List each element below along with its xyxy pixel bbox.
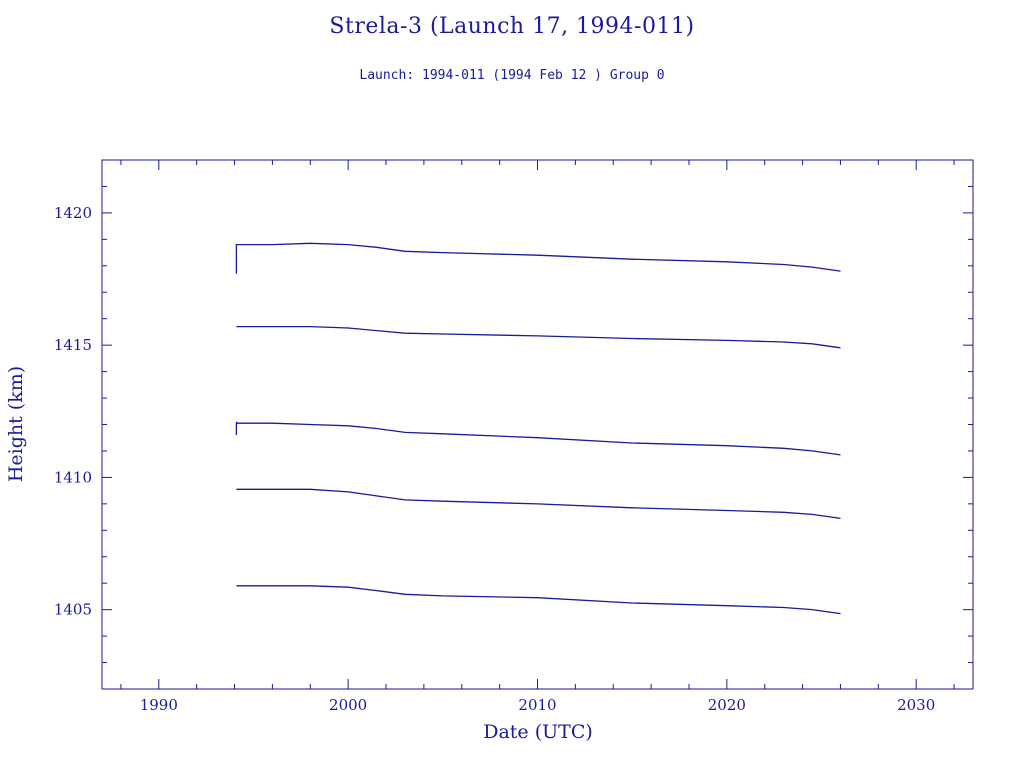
series-line-2 — [236, 325, 841, 349]
x-tick-label: 1990 — [140, 696, 178, 714]
y-tick-label: 1420 — [54, 204, 92, 222]
x-tick-label: 2000 — [329, 696, 367, 714]
chart-subtitle: Launch: 1994-011 (1994 Feb 12 ) Group 0 — [359, 68, 665, 83]
x-tick-label: 2020 — [708, 696, 746, 714]
plot-frame — [101, 159, 974, 690]
y-tick-label: 1410 — [54, 468, 92, 486]
series-line-1 — [235, 242, 841, 274]
series-line-3 — [235, 421, 841, 456]
y-axis-label: Height (km) — [5, 366, 27, 482]
axis-ticks — [102, 159, 973, 690]
x-tick-label: 2010 — [518, 696, 556, 714]
series-line-4 — [236, 488, 841, 520]
y-tick-label: 1405 — [54, 601, 92, 619]
series-group — [235, 242, 841, 615]
x-axis-label: Date (UTC) — [483, 721, 593, 743]
chart-title: Strela-3 (Launch 17, 1994-011) — [329, 14, 695, 39]
series-line-5 — [236, 585, 841, 615]
tick-labels: 1990 2000 2010 2020 2030 1405 1410 1415 1420 — [54, 204, 935, 714]
x-tick-label: 2030 — [897, 696, 935, 714]
y-tick-label: 1415 — [54, 336, 92, 354]
